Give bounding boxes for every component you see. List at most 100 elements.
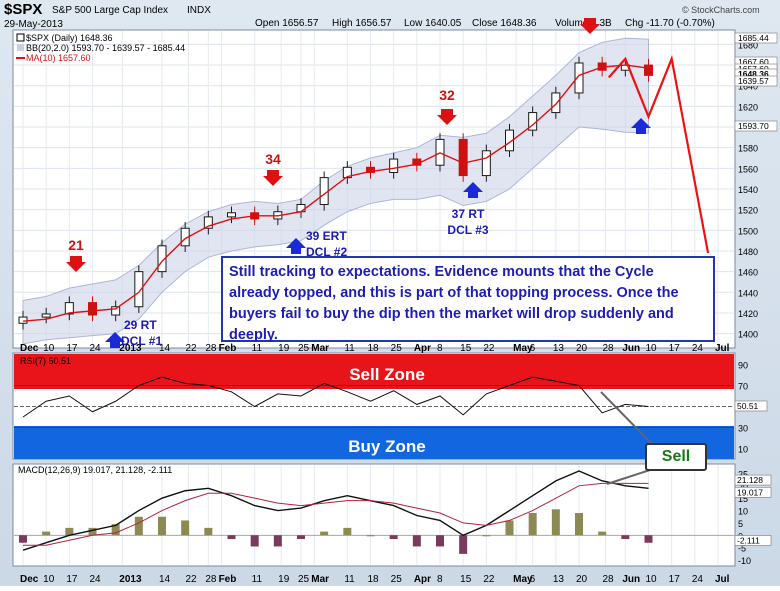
cycle-label: 39 ERT	[306, 229, 347, 243]
legend-price-swatch	[16, 33, 25, 42]
x-tick-label: 24	[692, 574, 704, 585]
x-tick-label: 19	[278, 574, 290, 585]
x-tick-label: 28	[602, 343, 614, 354]
header-volume: Volume 2.3B	[555, 18, 612, 29]
candle-body	[157, 245, 167, 273]
x-tick-label: Jul	[715, 343, 730, 354]
price-tag-label: 1593.70	[738, 121, 769, 131]
price-tick-label: 1560	[738, 164, 758, 174]
price-tag-box	[734, 120, 778, 132]
x-tick-label: 20	[576, 343, 588, 354]
candle-body	[134, 271, 144, 308]
x-tick-label: 11	[252, 343, 263, 354]
candle-body	[111, 306, 121, 316]
rsi-line	[14, 376, 734, 428]
projection	[607, 54, 710, 254]
header-name: S&P 500 Large Cap Index	[52, 5, 168, 16]
x-tick-label: Dec	[20, 343, 39, 354]
macd-histogram-bar	[134, 516, 143, 536]
candle-body	[644, 64, 653, 76]
macd-histogram-bar	[19, 535, 27, 543]
macd-tag-box	[734, 474, 772, 486]
sell-pointer-2	[606, 469, 651, 485]
x-tick-label: Jun	[622, 343, 640, 354]
x-tick-label: 2013	[119, 574, 142, 585]
rsi-tick-label: 10	[738, 445, 748, 455]
price-tag-label: 1685.44	[738, 33, 769, 43]
candle-body	[505, 129, 514, 152]
macd-histogram-bar	[204, 527, 213, 536]
x-tick-label: 11	[344, 574, 355, 585]
candle-body	[342, 166, 352, 179]
candle-body	[366, 166, 375, 173]
x-tick-label: May	[513, 574, 533, 585]
macd-line	[22, 470, 649, 551]
arrow-up-icon	[105, 332, 125, 348]
arrow-up-icon	[286, 238, 306, 254]
x-tick-label: Jun	[622, 574, 640, 585]
bollinger-band	[22, 37, 649, 345]
x-tick-label: 25	[298, 574, 310, 585]
x-tick-label: 8	[437, 343, 443, 354]
cycle-label: 34	[265, 151, 281, 167]
macd-histogram-bar	[505, 520, 514, 536]
x-tick-label: May	[513, 343, 533, 354]
macd-histogram-bar	[343, 527, 352, 536]
macd-label: MACD(12,26,9) 19.017, 21.128, -2.111	[18, 465, 172, 475]
x-tick-label: 19	[278, 343, 290, 354]
macd-tick-label: -5	[738, 544, 746, 554]
x-tick-label: 17	[669, 574, 681, 585]
macd-signal-line	[23, 482, 649, 546]
macd-histogram-bar	[459, 535, 468, 554]
candle-body	[574, 62, 584, 94]
macd-histogram-bar	[551, 509, 560, 536]
buy-zone	[14, 426, 734, 459]
cycle-label: 21	[68, 237, 84, 253]
cycle-label: 37 RT	[452, 207, 485, 221]
x-tick-label: Feb	[219, 574, 237, 585]
x-tick-label: 10	[646, 343, 658, 354]
price-tick-label: 1520	[738, 206, 758, 216]
x-tick-label: 13	[553, 574, 565, 585]
macd-panel	[12, 463, 736, 567]
candle-body	[64, 302, 74, 315]
price-tick-label: 1420	[738, 309, 758, 319]
axes: 1400142014401460148015001520154015601580…	[20, 32, 778, 585]
x-tick-label: 15	[460, 574, 472, 585]
x-tick-label: 10	[43, 343, 55, 354]
x-tick-label: 6	[530, 343, 536, 354]
candle-body	[551, 92, 561, 114]
x-tick-label: 24	[692, 343, 704, 354]
x-tick-label: Apr	[414, 343, 431, 354]
macd-histogram-bar	[366, 535, 375, 537]
rsi-tag-label: 50.51	[737, 401, 759, 411]
x-tick-label: 2013	[119, 343, 142, 354]
x-tick-label: 28	[602, 574, 614, 585]
price-tick-label: 1400	[738, 330, 758, 340]
price-tag-label: 1648.36	[738, 69, 769, 79]
arrow-up-icon	[463, 182, 483, 198]
header-exchange: INDX	[187, 5, 211, 16]
x-tick-label: 10	[646, 574, 658, 585]
buy-zone-label: Buy Zone	[348, 437, 425, 456]
arrow-down-icon	[66, 256, 86, 272]
candle-body	[203, 216, 213, 229]
x-tick-label: 28	[205, 574, 217, 585]
macd-histogram-bar	[621, 535, 630, 540]
x-tick-label: 18	[368, 574, 380, 585]
rsi-tick-label: 70	[738, 382, 748, 392]
x-tick-label: Dec	[20, 574, 39, 585]
macd-histogram-bar	[598, 531, 607, 536]
candle-body	[481, 150, 491, 177]
x-tick-label: 20	[576, 574, 588, 585]
macd-tick-label: 20	[738, 482, 748, 492]
price-tag-label: 1667.60	[738, 57, 769, 67]
rsi-label: RSI(7) 50.51	[20, 356, 71, 366]
candle-body	[389, 158, 399, 173]
macd-tick-label: 10	[738, 507, 748, 517]
x-tick-label: 10	[43, 574, 55, 585]
macd-histogram-bar	[297, 535, 305, 540]
x-tick-label: 14	[159, 574, 171, 585]
x-tick-label: 25	[391, 574, 403, 585]
